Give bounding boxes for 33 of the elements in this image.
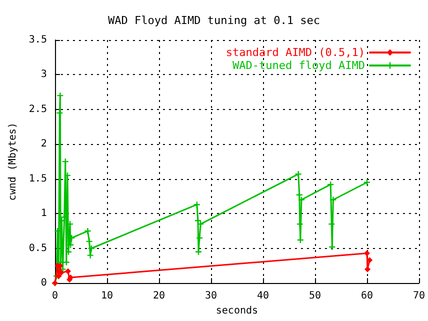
x-axis-title: seconds	[216, 306, 258, 316]
x-tick-label: 60	[360, 290, 373, 302]
x-tick-label: 20	[152, 290, 165, 302]
point	[330, 196, 336, 203]
y-tick-label: 1.5	[28, 173, 47, 184]
point	[195, 248, 202, 255]
x-tick-label: 70	[412, 290, 426, 302]
y-tick-label: 2	[40, 138, 47, 150]
point	[65, 248, 72, 255]
point	[298, 196, 304, 203]
x-tick-label: 10	[100, 290, 113, 302]
y-axis-title: cwnd (Mbytes)	[8, 122, 18, 201]
legend-label: standard AIMD (0.5,1)	[226, 46, 365, 59]
y-tick-label: 0	[40, 278, 47, 289]
y-tick-label: 0.5	[28, 242, 47, 254]
y-tick-label: 1	[40, 208, 47, 220]
point	[84, 228, 91, 234]
point	[64, 268, 71, 274]
point	[86, 238, 92, 244]
point	[364, 250, 370, 256]
x-tick-label: 0	[52, 290, 58, 302]
legend-label: WAD-tuned floyd AIMD	[232, 59, 365, 72]
point	[57, 92, 64, 99]
y-tick-label: 3	[40, 69, 47, 80]
x-tick-label: 50	[308, 290, 321, 302]
x-tick-label: 40	[256, 290, 269, 302]
x-tick-label: 30	[204, 290, 217, 302]
point	[364, 266, 370, 272]
chart-title: WAD Floyd AIMD tuning at 0.1 sec	[108, 14, 320, 27]
point	[63, 259, 70, 266]
y-tick-label: 3.5	[28, 34, 47, 46]
y-tick-label: 2.5	[28, 104, 47, 115]
point	[295, 171, 302, 178]
